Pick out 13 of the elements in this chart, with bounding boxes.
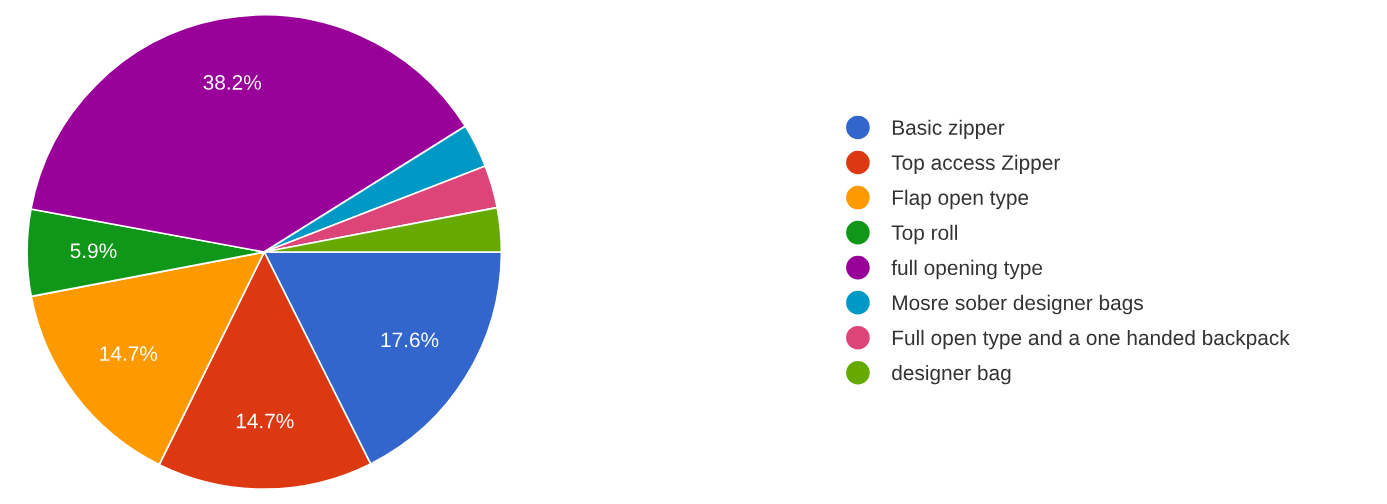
- data-label: 17.6%: [381, 332, 439, 348]
- legend-label: Mosre sober designer bags: [892, 294, 1143, 315]
- legend-label: full opening type: [891, 259, 1043, 280]
- data-label: 14.7%: [236, 413, 294, 429]
- data-label: 5.9%: [70, 243, 117, 259]
- data-label: 38.2%: [203, 75, 262, 90]
- data-label: 14.7%: [100, 346, 158, 361]
- legend-label: Top access Zipper: [891, 154, 1060, 175]
- legend-label: Basic zipper: [892, 119, 1005, 140]
- legend-label: Flap open type: [892, 189, 1029, 210]
- legend-label: Top roll: [891, 224, 957, 245]
- legend-label: designer bag: [892, 364, 1011, 385]
- legend-label: Full open type and a one handed backpack: [892, 329, 1290, 350]
